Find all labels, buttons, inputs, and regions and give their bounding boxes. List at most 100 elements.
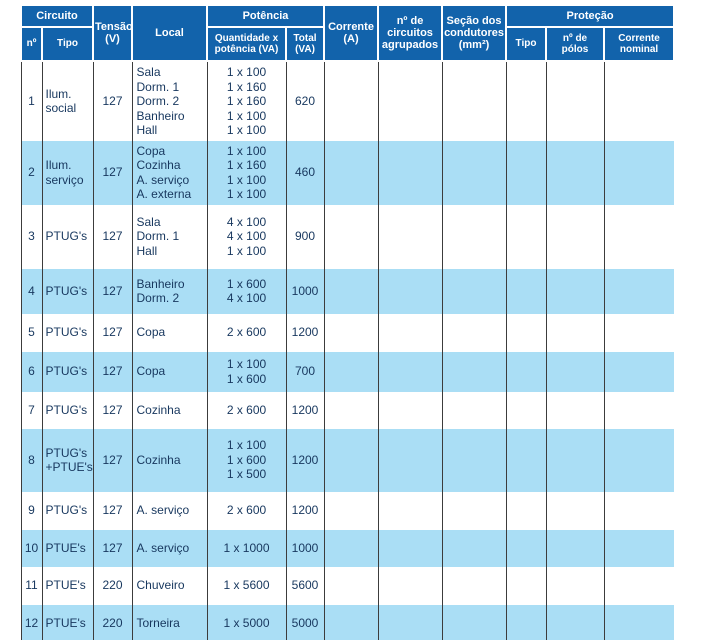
cell-corrente bbox=[323, 391, 379, 429]
cell-quantidade: 1 x 100 1 x 600 1 x 500 bbox=[206, 428, 287, 492]
cell-agrupados bbox=[377, 566, 443, 605]
cell-nominal bbox=[603, 604, 675, 640]
cell-quantidade: 1 x 100 1 x 160 1 x 160 1 x 100 1 x 100 bbox=[206, 61, 287, 141]
cell-tipo: PTUE's bbox=[41, 566, 94, 605]
cell-prot_tipo bbox=[505, 61, 547, 141]
header-secao-condutores: Seção dos condutores (mm²) bbox=[441, 4, 508, 62]
cell-nominal bbox=[603, 529, 675, 567]
header-tipo: Tipo bbox=[41, 26, 94, 62]
header-corrente: Corrente (A) bbox=[323, 4, 380, 62]
cell-total: 1000 bbox=[285, 268, 325, 314]
cell-tensao: 127 bbox=[92, 391, 133, 429]
cell-local: Copa bbox=[131, 351, 208, 392]
cell-nominal bbox=[603, 204, 675, 269]
cell-secao bbox=[441, 140, 507, 205]
cell-total: 1200 bbox=[285, 428, 325, 492]
cell-prot_tipo bbox=[505, 566, 547, 605]
cell-tipo: PTUE's bbox=[41, 529, 94, 567]
cell-nominal bbox=[603, 268, 675, 314]
cell-quantidade: 2 x 600 bbox=[206, 313, 287, 352]
cell-prot_tipo bbox=[505, 529, 547, 567]
cell-secao bbox=[441, 61, 507, 141]
cell-secao bbox=[441, 391, 507, 429]
cell-no: 11 bbox=[20, 566, 43, 605]
cell-tensao: 127 bbox=[92, 351, 133, 392]
cell-agrupados bbox=[377, 61, 443, 141]
cell-tipo: PTUG's bbox=[41, 491, 94, 530]
cell-nominal bbox=[603, 491, 675, 530]
cell-secao bbox=[441, 204, 507, 269]
cell-no: 3 bbox=[20, 204, 43, 269]
cell-polos bbox=[545, 529, 605, 567]
cell-local: A. serviço bbox=[131, 529, 208, 567]
table-row: 7 PTUG's 127 Cozinha 2 x 600 1200 bbox=[20, 391, 675, 429]
header-local: Local bbox=[131, 4, 208, 62]
header-circuitos-agrupados: nº de circuitos agrupados bbox=[377, 4, 444, 62]
cell-agrupados bbox=[377, 140, 443, 205]
cell-quantidade: 4 x 100 4 x 100 1 x 100 bbox=[206, 204, 287, 269]
cell-tipo: Ilum. social bbox=[41, 61, 94, 141]
cell-quantidade: 1 x 1000 bbox=[206, 529, 287, 567]
cell-corrente bbox=[323, 604, 379, 640]
cell-corrente bbox=[323, 204, 379, 269]
cell-agrupados bbox=[377, 491, 443, 530]
cell-no: 10 bbox=[20, 529, 43, 567]
cell-secao bbox=[441, 566, 507, 605]
cell-tensao: 127 bbox=[92, 491, 133, 530]
header-quantidade-potencia: Quantidade x potência (VA) bbox=[206, 26, 287, 62]
cell-corrente bbox=[323, 529, 379, 567]
cell-prot_tipo bbox=[505, 428, 547, 492]
cell-total: 5600 bbox=[285, 566, 325, 605]
cell-prot_tipo bbox=[505, 204, 547, 269]
cell-total: 700 bbox=[285, 351, 325, 392]
cell-secao bbox=[441, 529, 507, 567]
cell-total: 900 bbox=[285, 204, 325, 269]
circuits-table-body: 1 Ilum. social 127 Sala Dorm. 1 Dorm. 2 Ban… bbox=[20, 61, 675, 640]
cell-tipo: PTUG's bbox=[41, 313, 94, 352]
cell-corrente bbox=[323, 566, 379, 605]
table-row: 3 PTUG's 127 Sala Dorm. 1 Hall 4 x 100 4 x 1… bbox=[20, 204, 675, 269]
cell-corrente bbox=[323, 61, 379, 141]
table-row: 8 PTUG's +PTUE's 127 Cozinha 1 x 100 1 x 600… bbox=[20, 428, 675, 492]
cell-local: Chuveiro bbox=[131, 566, 208, 605]
cell-tensao: 127 bbox=[92, 204, 133, 269]
cell-agrupados bbox=[377, 428, 443, 492]
table-row: 2 Ilum. serviço 127 Copa Cozinha A. serviço… bbox=[20, 140, 675, 205]
cell-polos bbox=[545, 268, 605, 314]
cell-no: 7 bbox=[20, 391, 43, 429]
cell-prot_tipo bbox=[505, 391, 547, 429]
header-circuito: Circuito bbox=[20, 4, 94, 28]
cell-tensao: 127 bbox=[92, 313, 133, 352]
cell-agrupados bbox=[377, 204, 443, 269]
cell-polos bbox=[545, 491, 605, 530]
cell-prot_tipo bbox=[505, 140, 547, 205]
cell-quantidade: 1 x 100 1 x 600 bbox=[206, 351, 287, 392]
cell-secao bbox=[441, 268, 507, 314]
cell-secao bbox=[441, 491, 507, 530]
cell-local: Copa Cozinha A. serviço A. externa bbox=[131, 140, 208, 205]
cell-polos bbox=[545, 61, 605, 141]
cell-prot_tipo bbox=[505, 491, 547, 530]
cell-total: 1000 bbox=[285, 529, 325, 567]
header-row-sub: nº Tipo Quantidade x potência (VA) Total… bbox=[20, 26, 676, 62]
cell-corrente bbox=[323, 351, 379, 392]
cell-nominal bbox=[603, 140, 675, 205]
header-no-polos: nº de pólos bbox=[545, 26, 606, 62]
cell-nominal bbox=[603, 351, 675, 392]
cell-tipo: Ilum. serviço bbox=[41, 140, 94, 205]
cell-total: 1200 bbox=[285, 313, 325, 352]
cell-corrente bbox=[323, 313, 379, 352]
table-row: 1 Ilum. social 127 Sala Dorm. 1 Dorm. 2 Ban… bbox=[20, 61, 675, 141]
cell-nominal bbox=[603, 391, 675, 429]
cell-corrente bbox=[323, 491, 379, 530]
circuits-table: Circuito Tensão (V) Local Potência Corre… bbox=[20, 4, 676, 640]
cell-tensao: 127 bbox=[92, 428, 133, 492]
table-row: 5 PTUG's 127 Copa 2 x 600 1200 bbox=[20, 313, 675, 352]
cell-local: Cozinha bbox=[131, 391, 208, 429]
cell-local: Cozinha bbox=[131, 428, 208, 492]
cell-tensao: 127 bbox=[92, 268, 133, 314]
header-row-groups: Circuito Tensão (V) Local Potência Corre… bbox=[20, 4, 676, 62]
cell-polos bbox=[545, 313, 605, 352]
